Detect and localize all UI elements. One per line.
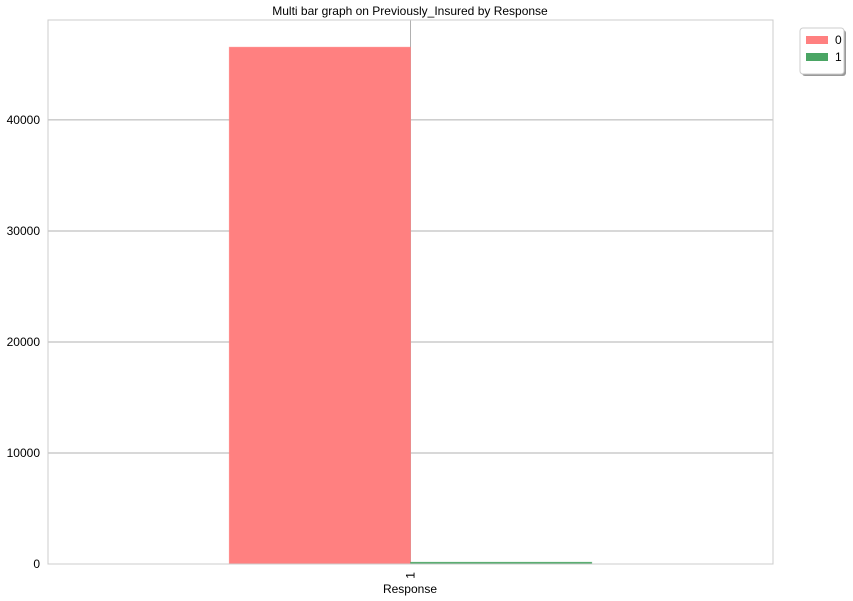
x-axis-label: Response xyxy=(383,582,437,596)
bar-series-0 xyxy=(228,46,411,565)
y-tick-label: 40000 xyxy=(7,113,41,127)
legend: 01 xyxy=(799,27,846,76)
y-tick-label: 10000 xyxy=(7,446,41,460)
legend-label-0: 0 xyxy=(835,33,842,47)
y-tick-label: 0 xyxy=(33,557,40,571)
plot-frame xyxy=(47,19,774,565)
y-tick-label: 20000 xyxy=(7,335,41,349)
bars xyxy=(228,46,593,565)
x-tick-labels: 1 xyxy=(404,572,418,579)
legend-label-1: 1 xyxy=(835,50,842,64)
y-tick-label: 30000 xyxy=(7,224,41,238)
legend-swatch-1 xyxy=(806,53,828,61)
chart-title: Multi bar graph on Previously_Insured by… xyxy=(272,4,548,18)
x-tick-label: 1 xyxy=(404,572,418,579)
y-tick-labels: 0 10000 20000 30000 40000 xyxy=(7,113,41,571)
legend-swatch-0 xyxy=(806,36,828,44)
